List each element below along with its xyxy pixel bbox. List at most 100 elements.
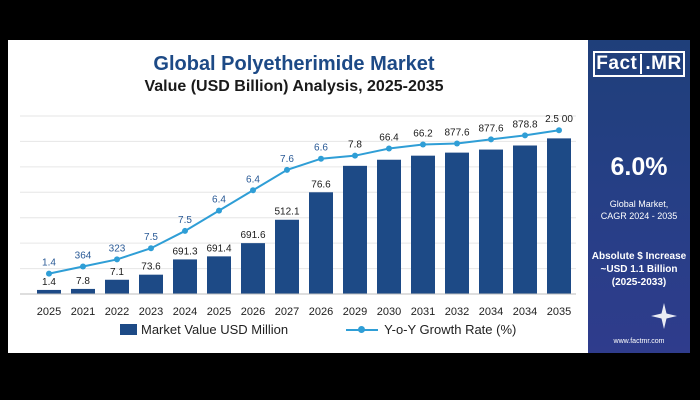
legend-line-swatch	[346, 324, 379, 336]
legend-bar-label: Market Value USD Million	[141, 322, 289, 337]
growth-value-label: 1.4	[42, 258, 56, 269]
growth-value-label: 7.8	[348, 140, 362, 151]
bar	[37, 289, 61, 294]
bar	[139, 274, 163, 294]
growth-value-label: 6.4	[212, 195, 226, 206]
logo-divider	[640, 54, 643, 74]
bar	[275, 219, 299, 294]
bar-value-label: 512.1	[274, 207, 299, 218]
cagr-label-line1: Global Market,	[609, 199, 669, 209]
growth-point	[250, 187, 256, 194]
legend-bar-swatch	[120, 324, 137, 335]
website-url: www.factmr.com	[613, 338, 665, 345]
bar	[513, 145, 537, 294]
chart-plot: 1.4 2025 7.8 2021 7.1 2022 73.6 2023 691.3 2024 69…	[20, 114, 576, 318]
growth-value-label: 364	[75, 251, 92, 262]
growth-point	[216, 207, 222, 214]
bar	[173, 259, 197, 294]
growth-point	[556, 127, 562, 134]
legend-item-bars: Market Value USD Million	[120, 322, 288, 337]
absolute-increase-line1: Absolute $ Increase	[591, 251, 687, 262]
bar	[411, 155, 435, 294]
x-tick-label: 2025	[37, 306, 61, 318]
summary-sidebar: Fact .MR 6.0% Global Market, CAGR 2024 -…	[588, 40, 690, 353]
growth-value-label: 7.5	[178, 215, 192, 226]
x-tick-label: 2030	[377, 306, 401, 318]
x-tick-label: 2027	[275, 306, 299, 318]
x-tick-label: 2026	[241, 306, 265, 318]
x-tick-label: 2031	[411, 306, 435, 318]
growth-line	[48, 129, 560, 275]
growth-point	[420, 141, 426, 148]
x-tick-label: 2029	[343, 306, 367, 318]
growth-point	[386, 145, 392, 152]
bar-value-label: 691.4	[206, 243, 231, 254]
absolute-increase: Absolute $ Increase ~USD 1.1 Billion (20…	[590, 250, 688, 289]
logo-text-right: .MR	[645, 53, 682, 74]
bar	[71, 288, 95, 294]
bar-value-label: 691.6	[240, 230, 265, 241]
growth-value-label: 66.2	[413, 128, 433, 139]
growth-value-label: 877.6	[444, 127, 469, 138]
absolute-increase-line2: ~USD 1.1 Billion	[600, 264, 678, 275]
growth-point	[46, 270, 52, 277]
x-tick-label: 2023	[139, 306, 163, 318]
growth-value-label: 2.5 00	[545, 114, 573, 125]
bar	[105, 279, 129, 294]
x-tick-label: 2022	[105, 306, 129, 318]
x-tick-label: 2034	[513, 306, 537, 318]
x-tick-label: 2035	[547, 306, 571, 318]
growth-point	[114, 256, 120, 263]
bar-value-label: 73.6	[141, 262, 161, 273]
cagr-label-line2: CAGR 2024 - 2035	[600, 211, 678, 221]
bar-value-label: 1.4	[42, 277, 56, 288]
growth-point	[318, 155, 324, 162]
x-tick-label: 2032	[445, 306, 469, 318]
growth-point	[522, 132, 528, 139]
growth-point	[80, 263, 86, 270]
growth-point	[352, 152, 358, 159]
growth-value-label: 6.4	[246, 174, 260, 185]
legend-item-line: Y-o-Y Growth Rate (%)	[346, 322, 516, 337]
growth-value-label: 6.6	[314, 143, 328, 154]
bar-value-label: 76.6	[311, 179, 331, 190]
growth-value-label: 878.8	[512, 119, 537, 130]
growth-value-label: 323	[109, 243, 126, 254]
cagr-value: 6.0%	[610, 153, 668, 181]
x-tick-label: 2026	[309, 306, 333, 318]
chart-legend: Market Value USD Million Y-o-Y Growth Ra…	[120, 322, 574, 337]
bar	[479, 149, 503, 294]
growth-point	[454, 140, 460, 147]
growth-value-label: 7.6	[280, 154, 294, 165]
bar	[343, 165, 367, 294]
legend-line-label: Y-o-Y Growth Rate (%)	[384, 322, 517, 337]
bar	[241, 243, 265, 294]
bar	[377, 159, 401, 294]
x-tick-label: 2021	[71, 306, 95, 318]
x-tick-label: 2024	[173, 306, 197, 318]
chart-title: Global Polyetherimide Market	[153, 53, 435, 75]
growth-point	[488, 136, 494, 143]
growth-value-label: 66.4	[379, 133, 399, 144]
growth-value-label: 877.6	[478, 123, 503, 134]
bar	[207, 256, 231, 294]
bar-value-label: 7.8	[76, 276, 90, 287]
sparkle-icon	[651, 303, 677, 329]
bar	[547, 138, 571, 294]
chart-card: Global Polyetherimide Market Value (USD …	[8, 40, 690, 353]
bar	[309, 192, 333, 294]
logo-text-left: Fact	[596, 53, 638, 74]
bar-value-label: 7.1	[110, 267, 124, 278]
chart-subtitle: Value (USD Billion) Analysis, 2025-2035	[144, 78, 444, 95]
cagr-label: Global Market, CAGR 2024 - 2035	[588, 198, 690, 222]
factmr-logo: Fact .MR	[593, 51, 685, 77]
x-tick-label: 2025	[207, 306, 231, 318]
absolute-increase-line3: (2025-2033)	[611, 277, 667, 288]
bar-value-label: 691.3	[172, 246, 197, 257]
growth-point	[148, 245, 154, 252]
growth-point	[284, 166, 290, 173]
growth-point	[182, 227, 188, 234]
growth-value-label: 7.5	[144, 232, 158, 243]
x-tick-label: 2034	[479, 306, 503, 318]
bar	[445, 152, 469, 294]
